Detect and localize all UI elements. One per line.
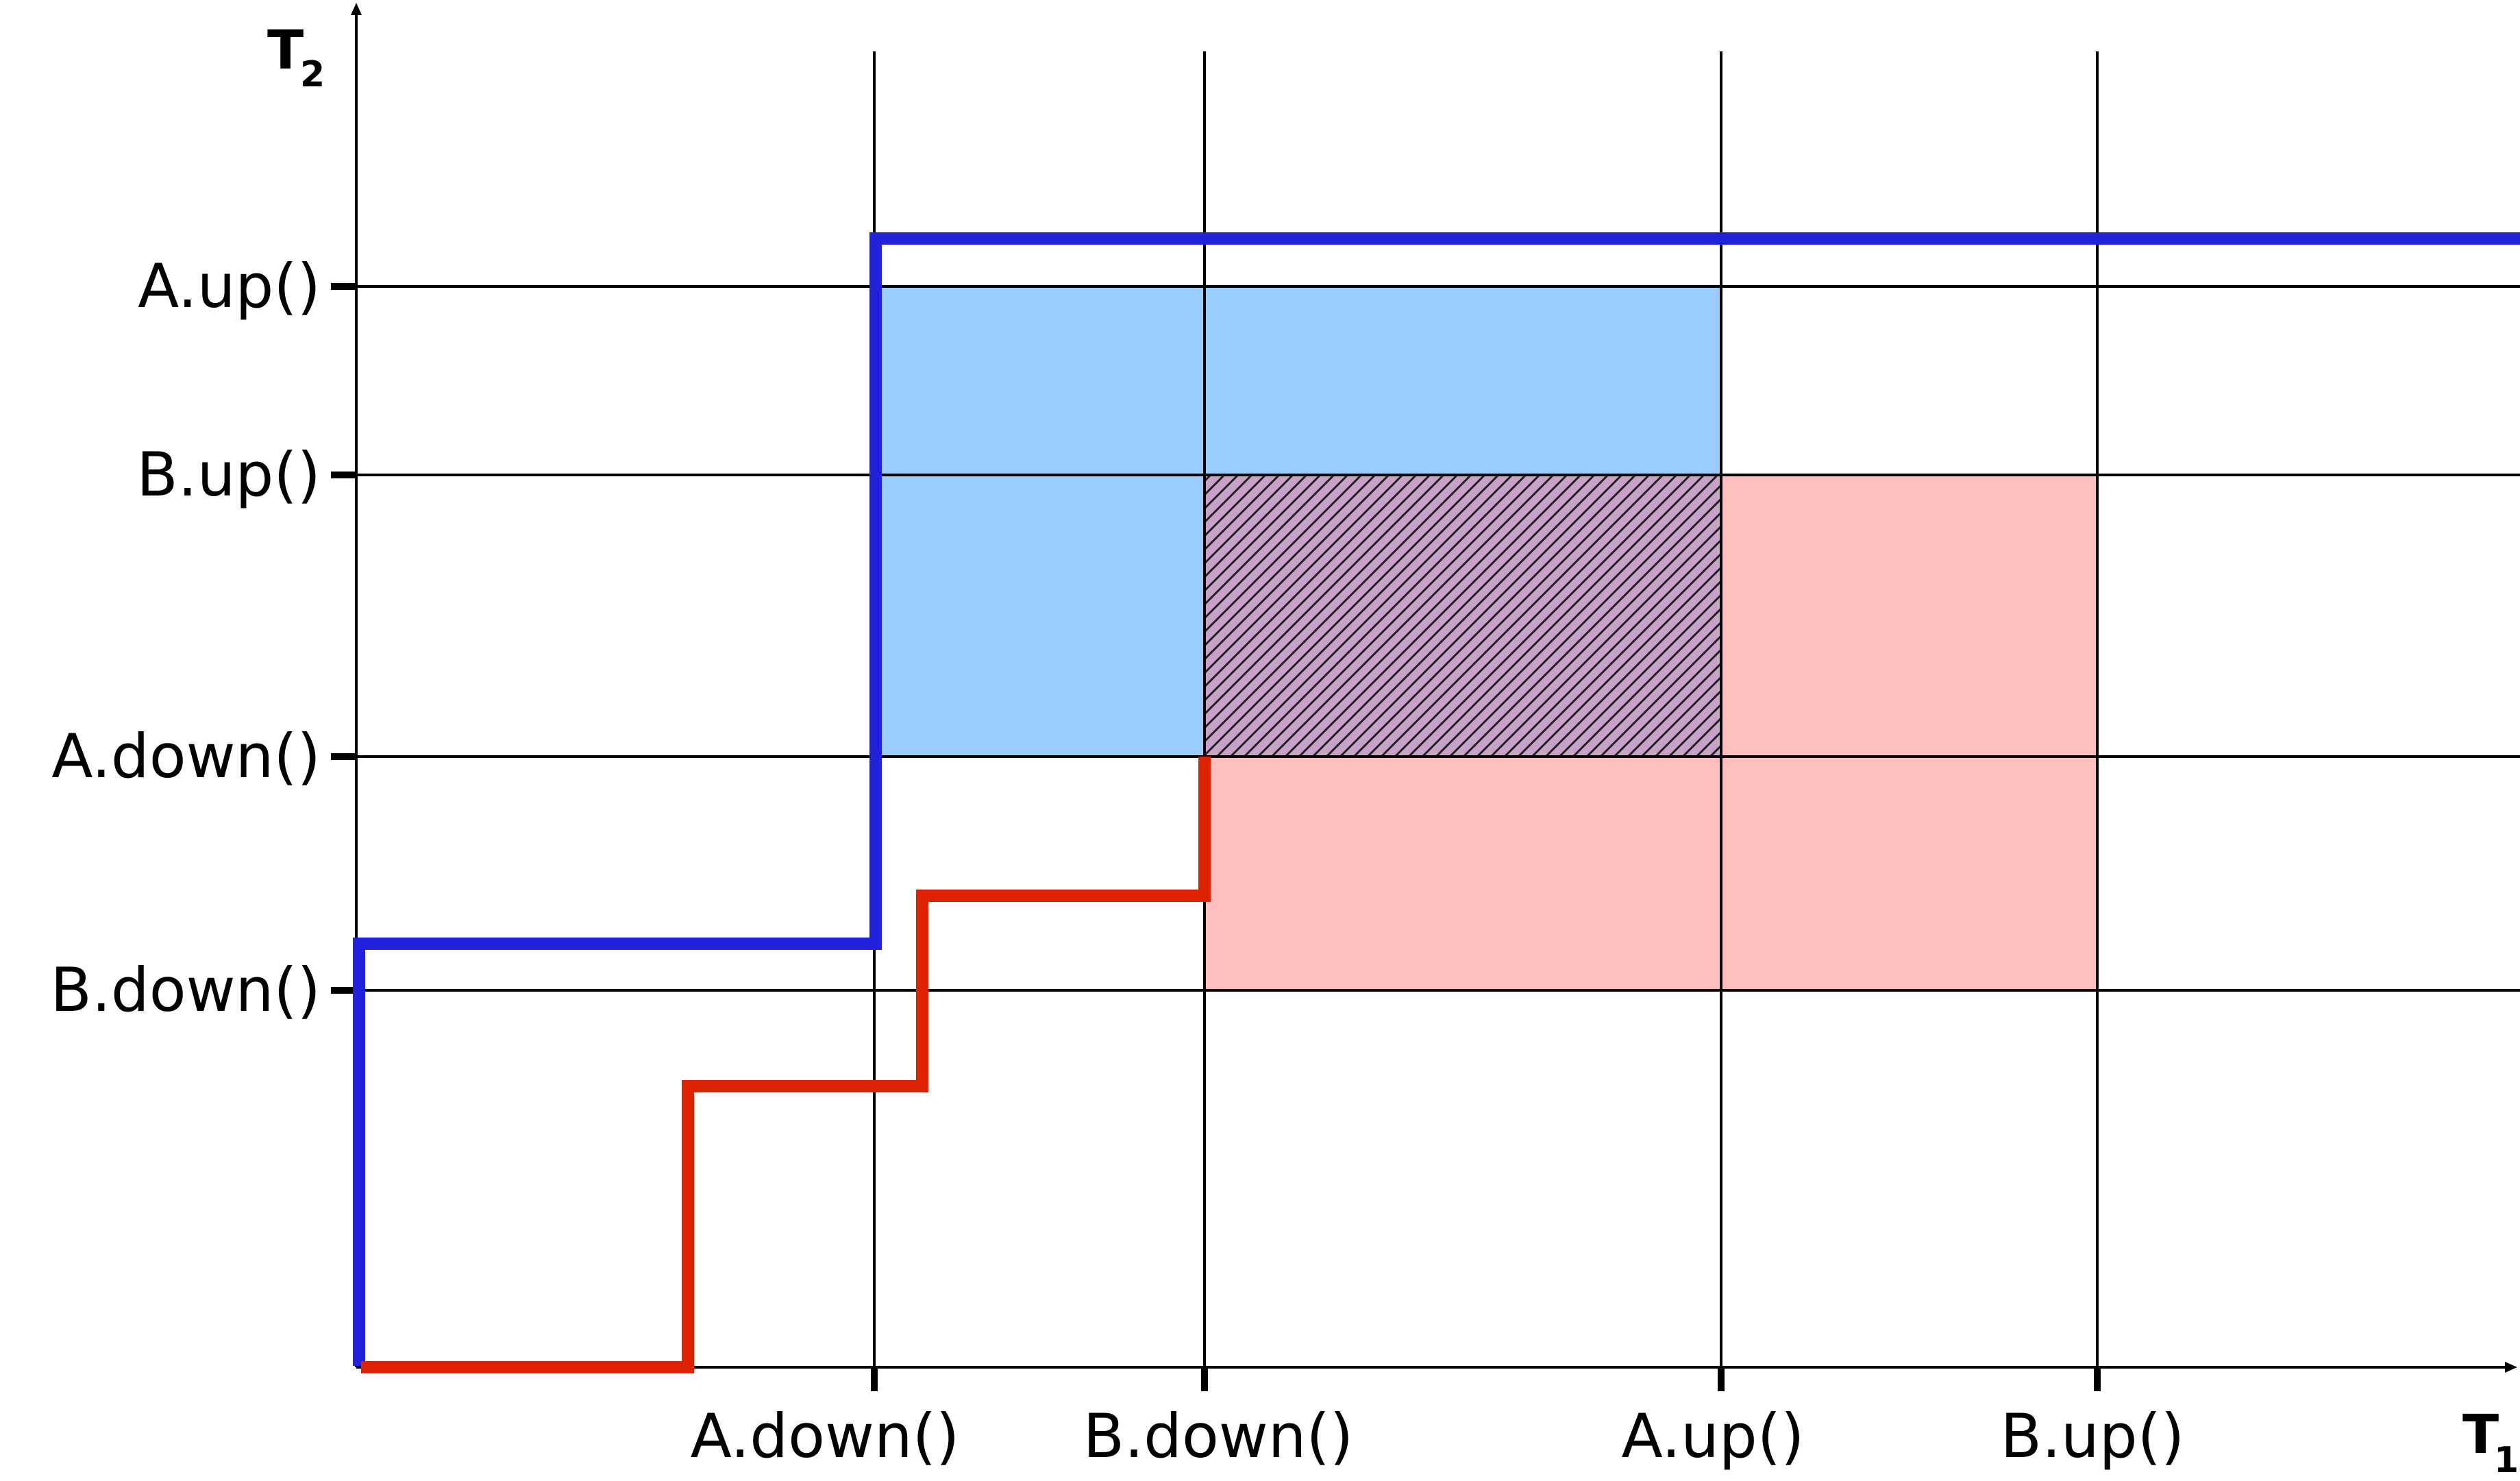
x-tick-label-a-down: A.down() bbox=[691, 1401, 960, 1471]
y-axis-title: T 2 bbox=[267, 20, 325, 95]
regions bbox=[874, 286, 2097, 990]
y-tick-label-a-down: A.down() bbox=[51, 721, 321, 792]
x-axis-arrow-icon bbox=[2505, 1362, 2517, 1373]
x-tick-label-b-up: B.up() bbox=[2001, 1401, 2185, 1471]
x-axis-title-subscript: 1 bbox=[2494, 1440, 2519, 1481]
x-tick-label-b-down: B.down() bbox=[1083, 1401, 1353, 1471]
x-axis-title-main: T bbox=[2462, 1404, 2499, 1466]
y-tick-label-b-down: B.down() bbox=[51, 955, 321, 1025]
x-tick-label-a-up: A.up() bbox=[1622, 1401, 1805, 1471]
red-trajectory bbox=[361, 757, 1211, 1373]
y-tick-labels: A.up() B.up() A.down() B.down() bbox=[51, 251, 321, 1025]
grid bbox=[356, 51, 2520, 1367]
y-axis-arrow-icon bbox=[351, 3, 362, 15]
blue-trajectory bbox=[353, 232, 2520, 1366]
ticks bbox=[331, 283, 2101, 1391]
y-axis-title-subscript: 2 bbox=[300, 54, 325, 95]
y-tick-label-a-up: A.up() bbox=[138, 251, 321, 321]
y-tick-label-b-up: B.up() bbox=[136, 439, 321, 510]
x-tick-labels: A.down() B.down() A.up() B.up() bbox=[691, 1401, 2185, 1471]
y-axis-title-main: T bbox=[267, 20, 304, 82]
x-axis-title: T 1 bbox=[2462, 1404, 2519, 1481]
region-overlap-hatched bbox=[1203, 474, 1722, 758]
